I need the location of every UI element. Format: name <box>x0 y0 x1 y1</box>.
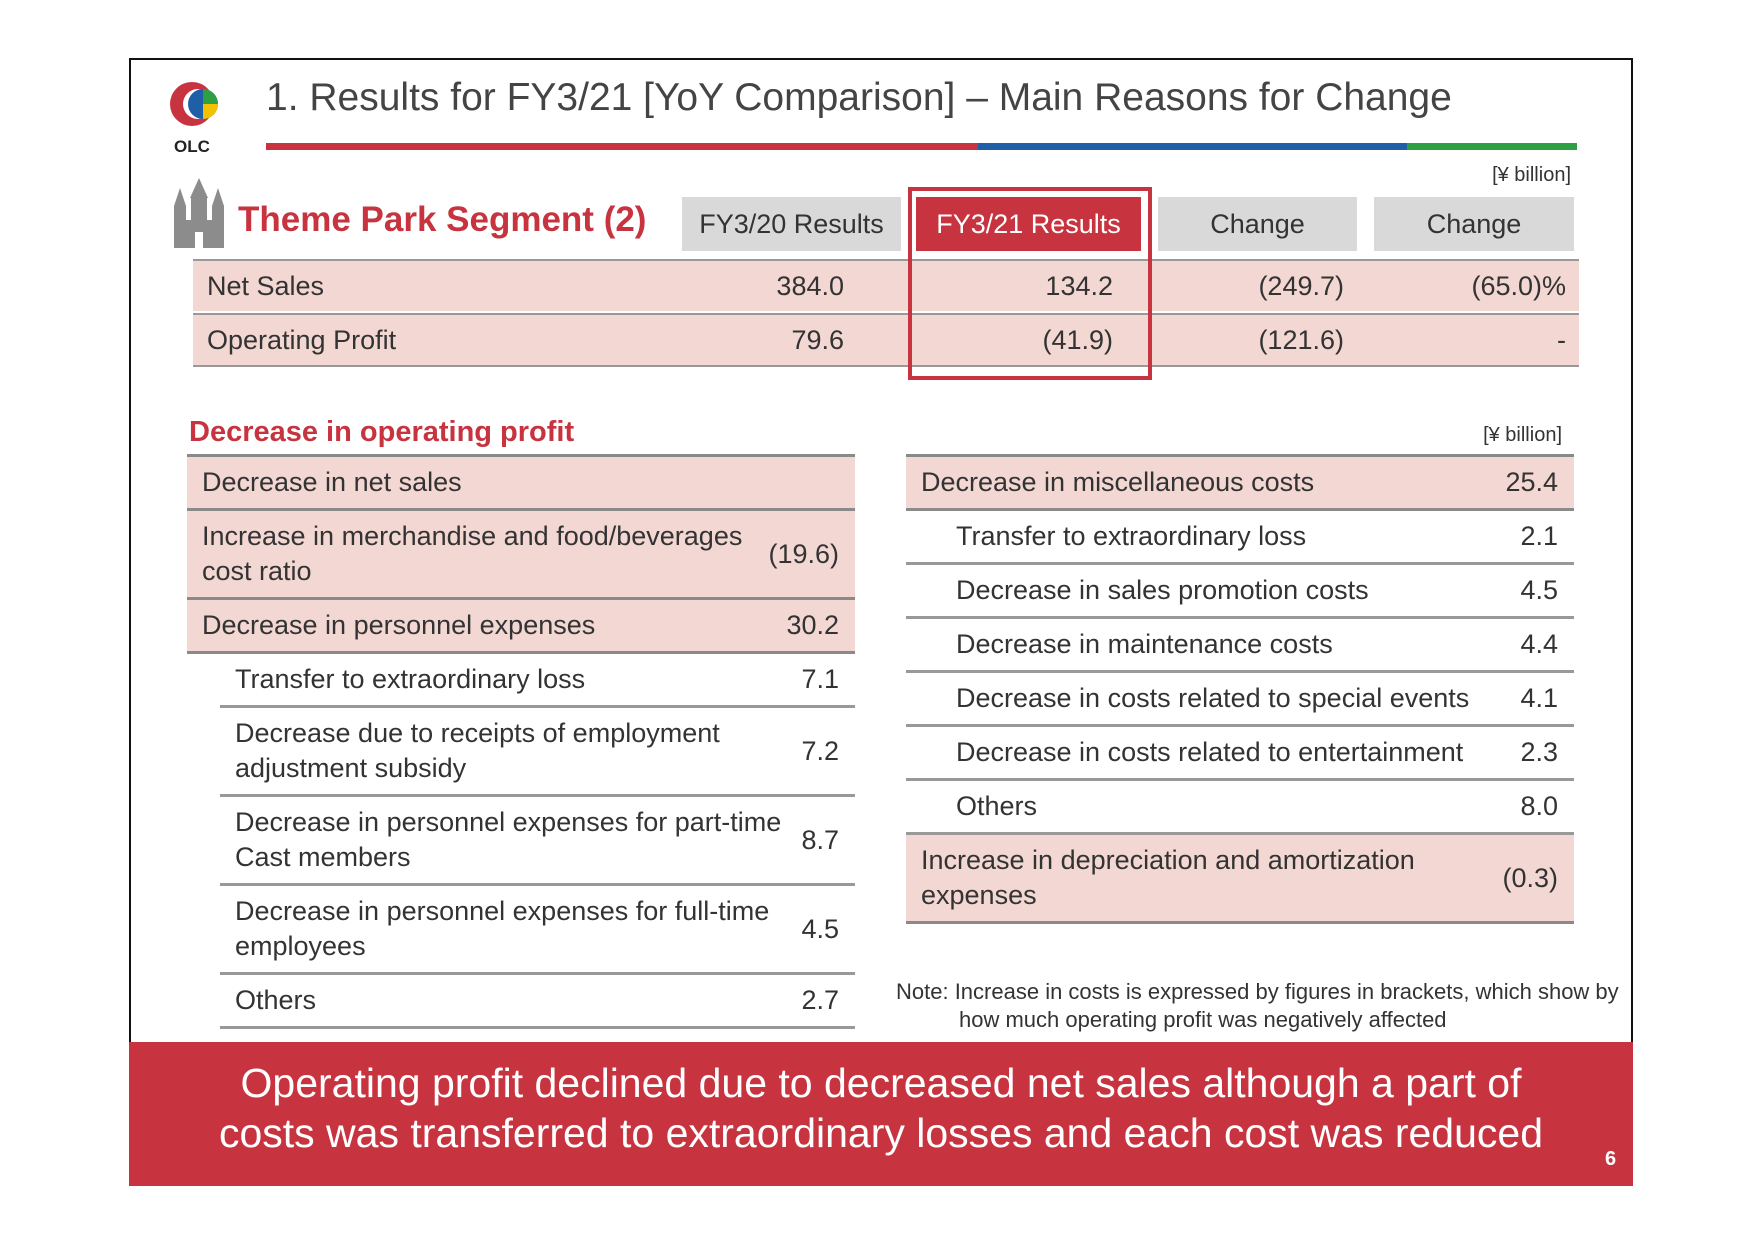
row-label: Decrease in personnel expenses for full-… <box>235 896 770 961</box>
item-row: Decrease in personnel expenses for part-… <box>220 797 855 886</box>
column-header: FY3/20 Results <box>682 197 901 251</box>
row-value: 4.5 <box>1520 575 1558 605</box>
right-table: Decrease in miscellaneous costs 25.4 Trans… <box>906 454 1574 924</box>
row-value: 30.2 <box>786 610 839 640</box>
title-bar-red <box>266 143 978 150</box>
footer-banner: Operating profit declined due to decreas… <box>129 1042 1633 1186</box>
column-header: FY3/21 Results <box>916 197 1141 251</box>
row-label: Decrease in sales promotion costs <box>956 575 1369 605</box>
row-label: Net Sales <box>207 271 325 301</box>
row-label: Others <box>956 791 1038 821</box>
item-row: Decrease in personnel expenses for full-… <box>220 886 855 975</box>
summary-row: Operating Profit 79.6 (41.9) (121.6) - <box>193 313 1579 367</box>
row-label: Transfer to extraordinary loss <box>235 664 586 694</box>
segment-title: Theme Park Segment (2) <box>238 200 647 239</box>
row-value: (0.3) <box>1502 862 1558 893</box>
slide-title: 1. Results for FY3/21 [YoY Comparison] –… <box>266 76 1452 119</box>
row-value: 2.3 <box>1520 737 1558 767</box>
row-label: Decrease in personnel expenses <box>202 610 596 640</box>
cell-value: (41.9) <box>1042 325 1113 355</box>
row-value: 4.5 <box>801 913 839 944</box>
row-value: 25.4 <box>1505 467 1558 497</box>
castle-icon <box>174 178 224 248</box>
cell-value: 79.6 <box>791 325 844 355</box>
item-row: Others 8.0 <box>906 781 1574 835</box>
footer-message: Operating profit declined due to decreas… <box>218 1060 1544 1156</box>
unit-label: [¥ billion] <box>1492 164 1571 186</box>
row-label: Increase in depreciation and amortizatio… <box>921 845 1415 910</box>
row-label: Decrease in miscellaneous costs <box>921 467 1315 497</box>
row-label: Decrease in maintenance costs <box>956 629 1333 659</box>
title-bar-blue <box>978 143 1407 150</box>
item-row: Decrease in sales promotion costs 4.5 <box>906 565 1574 619</box>
cell-value: 384.0 <box>776 271 844 301</box>
row-label: Others <box>235 985 317 1015</box>
left-title: Decrease in operating profit <box>189 416 575 448</box>
cell-value: - <box>1557 325 1566 355</box>
item-row: Transfer to extraordinary loss 2.1 <box>906 511 1574 565</box>
row-value: 4.1 <box>1520 683 1558 713</box>
row-label: Decrease in personnel expenses for part-… <box>235 807 782 872</box>
item-row: Transfer to extraordinary loss 7.1 <box>220 654 855 708</box>
summary-row: Net Sales 384.0 134.2 (249.7) (65.0)% <box>193 259 1579 311</box>
item-row: Decrease due to receipts of employment a… <box>220 708 855 797</box>
row-label: Decrease in net sales <box>202 467 462 497</box>
row-label: Operating Profit <box>207 325 397 355</box>
item-row: Decrease in maintenance costs 4.4 <box>906 619 1574 673</box>
row-value: 7.1 <box>801 664 839 694</box>
page-number: 6 <box>1605 1148 1617 1170</box>
row-label: Decrease due to receipts of employment a… <box>235 718 720 783</box>
cell-value: 134.2 <box>1045 271 1113 301</box>
row-value: (19.6) <box>768 538 839 569</box>
row-label: Decrease in costs related to special eve… <box>956 683 1470 713</box>
title-bar-green <box>1407 143 1577 150</box>
row-label: Transfer to extraordinary loss <box>956 521 1307 551</box>
logo: OLC <box>170 82 218 156</box>
cell-value: (121.6) <box>1258 325 1344 355</box>
logo-text: OLC <box>174 137 210 156</box>
row-value: 4.4 <box>1520 629 1558 659</box>
group-row: Decrease in miscellaneous costs 25.4 <box>906 457 1574 511</box>
unit-label: [¥ billion] <box>1483 424 1562 446</box>
item-row: Decrease in costs related to entertainme… <box>906 727 1574 781</box>
left-table: Decrease in net sales Increase in merchan… <box>187 454 855 1029</box>
group-row: Decrease in net sales <box>187 457 855 511</box>
row-value: 8.7 <box>801 824 839 855</box>
note: Note: Increase in costs is expressed by … <box>896 979 1619 1032</box>
cell-value: (65.0)% <box>1471 271 1566 301</box>
row-value: 2.1 <box>1520 521 1558 551</box>
row-label: Increase in merchandise and food/beverag… <box>202 521 743 586</box>
row-value: 8.0 <box>1520 791 1558 821</box>
row-label: Decrease in costs related to entertainme… <box>956 737 1464 767</box>
item-row: Decrease in costs related to special eve… <box>906 673 1574 727</box>
row-value: 2.7 <box>801 985 839 1015</box>
highlight-box <box>908 187 1152 380</box>
group-row: Increase in depreciation and amortizatio… <box>906 835 1574 924</box>
group-row: Increase in merchandise and food/beverag… <box>187 511 855 600</box>
group-row: Decrease in personnel expenses 30.2 <box>187 600 855 654</box>
column-header: Change <box>1158 197 1357 251</box>
row-value: 7.2 <box>801 735 839 766</box>
column-header: Change <box>1374 197 1574 251</box>
cell-value: (249.7) <box>1258 271 1344 301</box>
item-row: Others 2.7 <box>220 975 855 1029</box>
